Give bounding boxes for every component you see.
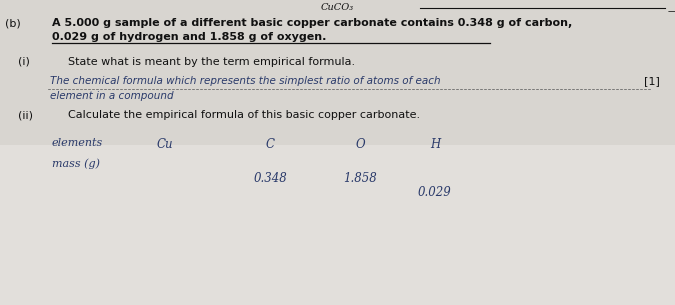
Text: — 1: — 1 — [668, 7, 675, 16]
Text: elements: elements — [52, 138, 103, 148]
Text: CuCO₃: CuCO₃ — [321, 3, 354, 12]
Text: H: H — [430, 138, 440, 151]
Text: Cu: Cu — [157, 138, 173, 151]
Text: (ii): (ii) — [18, 110, 33, 120]
Text: A 5.000 g sample of a different basic copper carbonate contains 0.348 g of carbo: A 5.000 g sample of a different basic co… — [52, 18, 572, 28]
Text: mass (g): mass (g) — [52, 158, 100, 169]
FancyBboxPatch shape — [0, 145, 675, 305]
Text: Calculate the empirical formula of this basic copper carbonate.: Calculate the empirical formula of this … — [68, 110, 420, 120]
Text: 0.029 g of hydrogen and 1.858 g of oxygen.: 0.029 g of hydrogen and 1.858 g of oxyge… — [52, 32, 327, 42]
Text: The chemical formula which represents the simplest ratio of atoms of each: The chemical formula which represents th… — [50, 76, 441, 86]
Text: (b): (b) — [5, 18, 21, 28]
Text: O: O — [355, 138, 364, 151]
Text: [1]: [1] — [644, 76, 660, 86]
Text: (i): (i) — [18, 57, 30, 67]
Text: element in a compound: element in a compound — [50, 91, 173, 101]
Text: State what is meant by the term empirical formula.: State what is meant by the term empirica… — [68, 57, 355, 67]
Text: 0.348: 0.348 — [253, 172, 287, 185]
Text: 1.858: 1.858 — [343, 172, 377, 185]
Text: 0.029: 0.029 — [418, 186, 452, 199]
Text: C: C — [265, 138, 275, 151]
